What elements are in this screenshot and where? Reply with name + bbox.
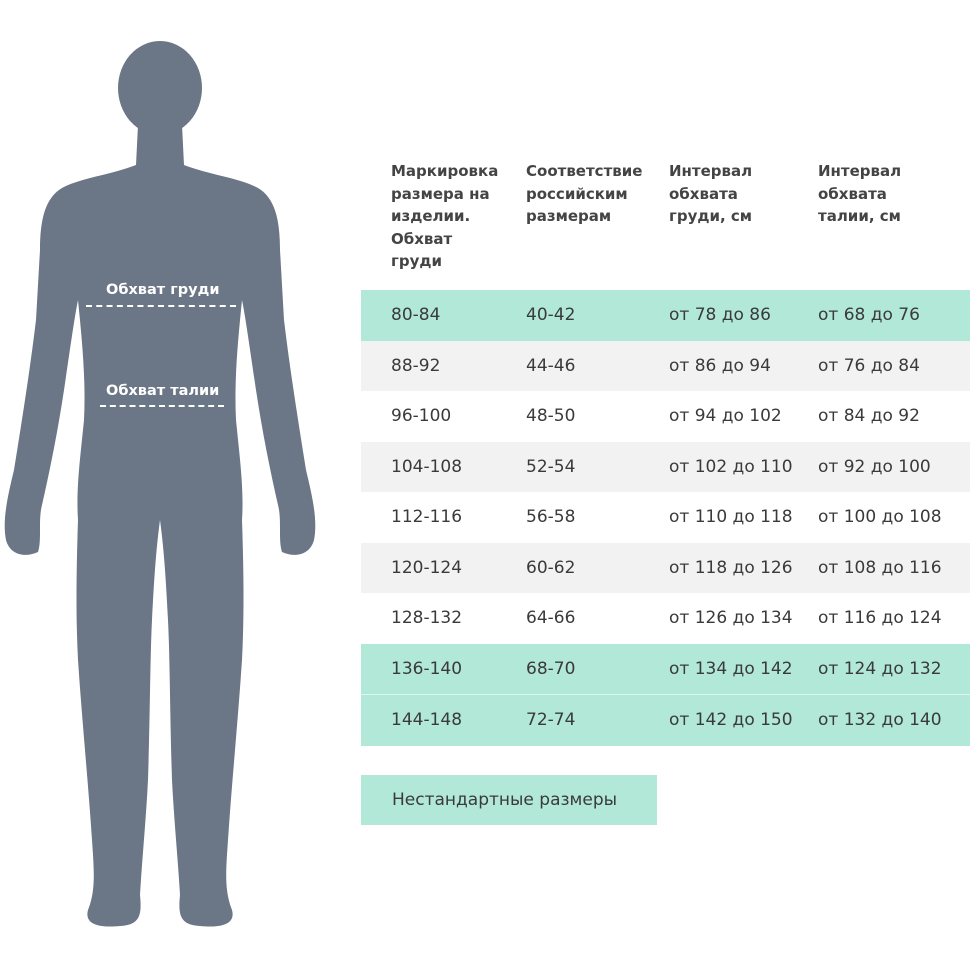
waist-line bbox=[100, 405, 224, 407]
chest-range-cell: от 126 до 134 bbox=[669, 608, 793, 629]
chest-range-cell: от 94 до 102 bbox=[669, 406, 782, 427]
table-row: 112-116 56-58 от 110 до 118 от 100 до 108 bbox=[361, 492, 970, 543]
russian-size-cell: 44-46 bbox=[526, 355, 576, 376]
size-marking-cell: 88-92 bbox=[391, 355, 441, 376]
table-row: 144-148 72-74 от 142 до 150 от 132 до 140 bbox=[361, 694, 970, 746]
size-marking-cell: 136-140 bbox=[391, 658, 463, 679]
chest-range-cell: от 86 до 94 bbox=[669, 355, 771, 376]
waist-range-cell: от 132 до 140 bbox=[818, 710, 942, 731]
russian-size-cell: 48-50 bbox=[526, 406, 576, 427]
size-marking-cell: 80-84 bbox=[391, 305, 441, 326]
size-marking-cell: 128-132 bbox=[391, 608, 463, 629]
russian-size-cell: 52-54 bbox=[526, 456, 576, 477]
chest-range-cell: от 118 до 126 bbox=[669, 557, 793, 578]
waist-range-cell: от 68 до 76 bbox=[818, 305, 920, 326]
chest-range-cell: от 102 до 110 bbox=[669, 456, 793, 477]
size-marking-cell: 120-124 bbox=[391, 557, 463, 578]
size-marking-cell: 104-108 bbox=[391, 456, 463, 477]
russian-size-cell: 64-66 bbox=[526, 608, 576, 629]
header-chest-range: Интервал обхвата груди, см bbox=[669, 162, 753, 225]
waist-range-cell: от 76 до 84 bbox=[818, 355, 920, 376]
table-row: 128-132 64-66 от 126 до 134 от 116 до 124 bbox=[361, 593, 970, 644]
chest-line bbox=[86, 305, 236, 307]
waist-range-cell: от 100 до 108 bbox=[818, 507, 942, 528]
russian-size-cell: 68-70 bbox=[526, 658, 576, 679]
chest-range-cell: от 134 до 142 bbox=[669, 658, 793, 679]
header-size-marking: Маркировка размера на изделии. Обхват гр… bbox=[391, 162, 499, 270]
russian-size-cell: 40-42 bbox=[526, 305, 576, 326]
size-table: Маркировка размера на изделии. Обхват гр… bbox=[361, 150, 970, 746]
russian-size-cell: 60-62 bbox=[526, 557, 576, 578]
table-row: 120-124 60-62 от 118 до 126 от 108 до 116 bbox=[361, 542, 970, 593]
table-row: 80-84 40-42 от 78 до 86 от 68 до 76 bbox=[361, 290, 970, 341]
russian-size-cell: 56-58 bbox=[526, 507, 576, 528]
waist-range-cell: от 92 до 100 bbox=[818, 456, 931, 477]
chest-range-cell: от 142 до 150 bbox=[669, 710, 793, 731]
table-row: 88-92 44-46 от 86 до 94 от 76 до 84 bbox=[361, 340, 970, 391]
chest-range-cell: от 110 до 118 bbox=[669, 507, 793, 528]
table-row: 96-100 48-50 от 94 до 102 от 84 до 92 bbox=[361, 391, 970, 442]
size-marking-cell: 144-148 bbox=[391, 710, 463, 731]
table-header: Маркировка размера на изделии. Обхват гр… bbox=[361, 150, 970, 290]
waist-range-cell: от 124 до 132 bbox=[818, 658, 942, 679]
waist-range-cell: от 108 до 116 bbox=[818, 557, 942, 578]
nonstandard-sizes-button[interactable]: Нестандартные размеры bbox=[361, 775, 657, 825]
chest-range-cell: от 78 до 86 bbox=[669, 305, 771, 326]
table-row: 136-140 68-70 от 134 до 142 от 124 до 132 bbox=[361, 643, 970, 694]
table-row: 104-108 52-54 от 102 до 110 от 92 до 100 bbox=[361, 441, 970, 492]
waist-range-cell: от 84 до 92 bbox=[818, 406, 920, 427]
russian-size-cell: 72-74 bbox=[526, 710, 576, 731]
header-russian-size: Соответствие российским размерам bbox=[526, 162, 643, 225]
size-marking-cell: 112-116 bbox=[391, 507, 463, 528]
waist-range-cell: от 116 до 124 bbox=[818, 608, 942, 629]
waist-girth-label: Обхват талии bbox=[106, 383, 220, 399]
chest-girth-label: Обхват груди bbox=[106, 282, 220, 298]
human-silhouette bbox=[4, 41, 316, 927]
silhouette-body bbox=[4, 125, 316, 927]
size-marking-cell: 96-100 bbox=[391, 406, 452, 427]
header-waist-range: Интервал обхвата талии, см bbox=[818, 162, 902, 225]
silhouette-head bbox=[118, 41, 202, 135]
